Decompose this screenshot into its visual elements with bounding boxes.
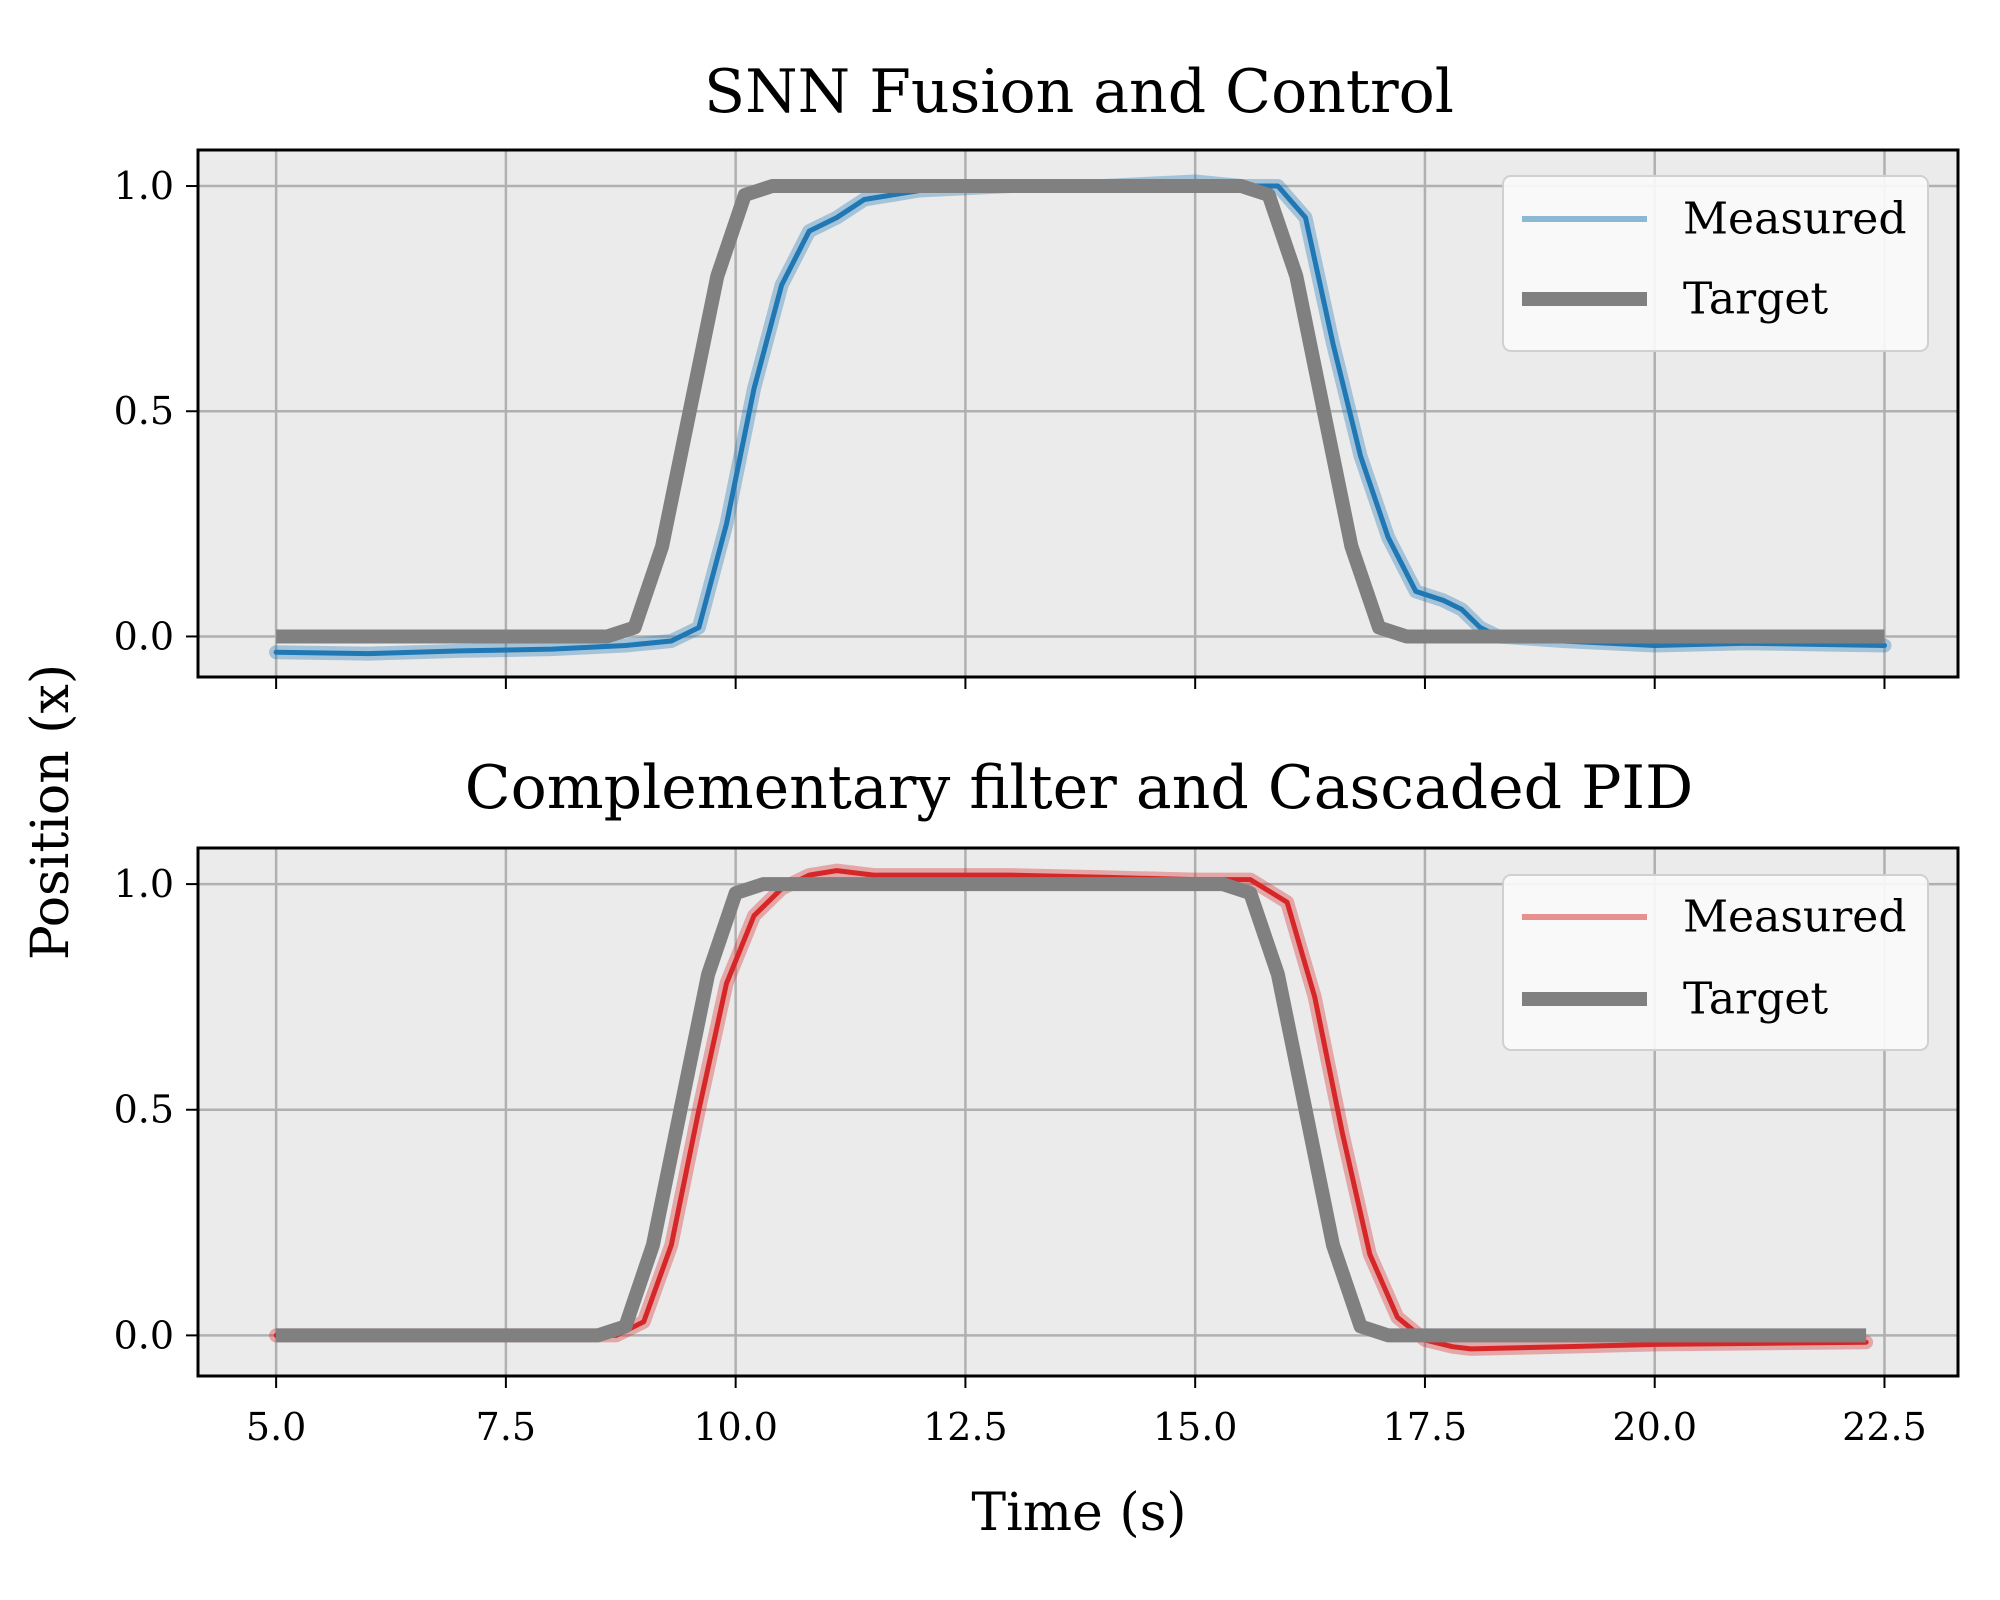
x-tick-label: 20.0 xyxy=(1612,1405,1697,1449)
y-axis-label: Position (x) xyxy=(21,664,81,960)
plot-frame-bottom xyxy=(196,846,1960,1378)
x-tick-label: 15.0 xyxy=(1153,1405,1238,1449)
legend-label-target: Target xyxy=(1683,974,1828,1025)
x-tick-label: 17.5 xyxy=(1383,1405,1468,1449)
x-tick-label: 10.0 xyxy=(693,1405,778,1449)
x-tick-label: 22.5 xyxy=(1842,1405,1927,1449)
series-line-target xyxy=(276,179,1885,644)
x-tick-label: 5.0 xyxy=(246,1405,306,1449)
y-tick-label: 0.5 xyxy=(114,389,174,433)
legend-bottom: Measured Target xyxy=(1502,874,1929,1051)
x-ticks-bottom: 5.0 7.5 10.0 12.5 15.0 17.5 20.0 22.5 xyxy=(246,1376,1927,1449)
chart-title-bottom: Complementary filter and Cascaded PID xyxy=(465,753,1694,823)
series-lines-bottom xyxy=(269,863,1874,1356)
y-tick-label: 1.0 xyxy=(114,164,174,208)
series-lines-top xyxy=(269,174,1892,661)
legend-label-measured: Measured xyxy=(1683,194,1906,245)
chart-title-top: SNN Fusion and Control xyxy=(704,57,1454,127)
legend-label-measured: Measured xyxy=(1683,892,1906,943)
x-tick-label: 7.5 xyxy=(476,1405,536,1449)
y-tick-label: 1.0 xyxy=(114,862,174,906)
legend-label-target: Target xyxy=(1683,274,1828,325)
subplot-top: SNN Fusion and Control 0.0 0.5 1.0 Measu… xyxy=(114,57,1960,689)
plot-frame-top xyxy=(196,148,1960,679)
y-tick-label: 0.5 xyxy=(114,1088,174,1132)
series-line-target xyxy=(276,877,1867,1343)
x-axis-label: Time (s) xyxy=(971,1483,1186,1543)
y-tick-label: 0.0 xyxy=(114,1313,174,1357)
x-ticks-top xyxy=(275,677,1886,689)
legend-top: Measured Target xyxy=(1502,175,1929,352)
y-ticks-bottom: 0.0 0.5 1.0 xyxy=(114,862,198,1357)
x-tick-label: 12.5 xyxy=(923,1405,1008,1449)
y-tick-label: 0.0 xyxy=(114,614,174,658)
y-ticks-top: 0.0 0.5 1.0 xyxy=(114,164,198,658)
subplot-bottom: Complementary filter and Cascaded PID 0.… xyxy=(114,753,1960,1543)
